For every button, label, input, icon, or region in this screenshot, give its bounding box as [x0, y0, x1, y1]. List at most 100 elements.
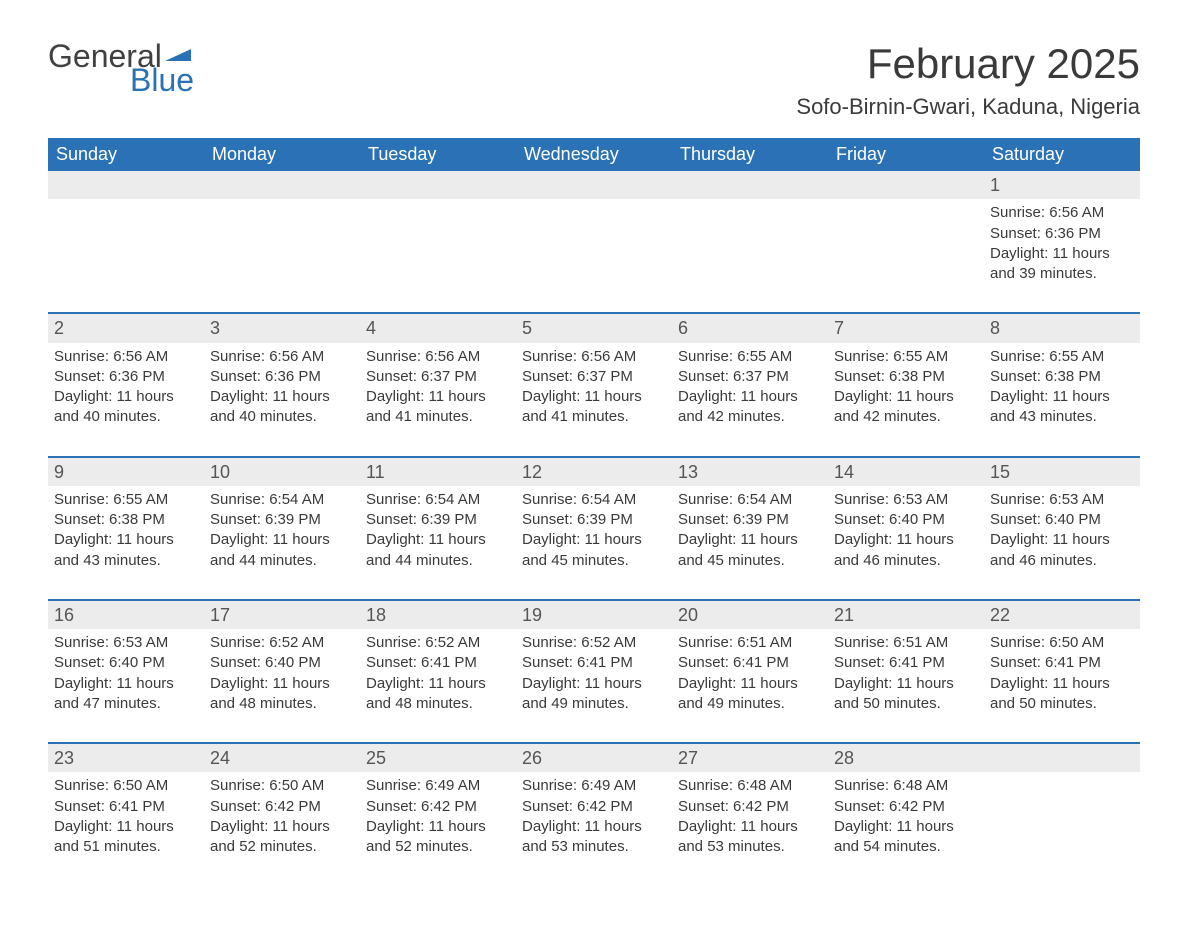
day-number-cell: [48, 171, 204, 199]
sunset-text: Sunset: 6:39 PM: [210, 510, 354, 530]
day-detail-row: Sunrise: 6:56 AMSunset: 6:36 PMDaylight:…: [48, 343, 1140, 457]
day-number-row: 1: [48, 171, 1140, 199]
day-detail-cell: Sunrise: 6:51 AMSunset: 6:41 PMDaylight:…: [828, 629, 984, 743]
daylight-text: Daylight: 11 hours: [54, 817, 198, 837]
daylight-text: and 42 minutes.: [834, 407, 978, 427]
daylight-text: Daylight: 11 hours: [990, 530, 1134, 550]
day-detail-cell: Sunrise: 6:50 AMSunset: 6:42 PMDaylight:…: [204, 772, 360, 885]
day-number-cell: 21: [828, 600, 984, 629]
day-detail-cell: Sunrise: 6:56 AMSunset: 6:36 PMDaylight:…: [984, 199, 1140, 313]
day-number-row: 2345678: [48, 313, 1140, 342]
day-number-cell: 3: [204, 313, 360, 342]
daylight-text: Daylight: 11 hours: [54, 530, 198, 550]
day-number: 8: [990, 318, 1000, 338]
day-number-cell: 8: [984, 313, 1140, 342]
day-detail-cell: Sunrise: 6:54 AMSunset: 6:39 PMDaylight:…: [672, 486, 828, 600]
sunrise-text: Sunrise: 6:52 AM: [522, 633, 666, 653]
day-number-cell: 25: [360, 743, 516, 772]
daylight-text: Daylight: 11 hours: [834, 817, 978, 837]
daylight-text: and 46 minutes.: [834, 551, 978, 571]
calendar-table: Sunday Monday Tuesday Wednesday Thursday…: [48, 138, 1140, 885]
daylight-text: Daylight: 11 hours: [210, 530, 354, 550]
day-number-cell: 1: [984, 171, 1140, 199]
day-number: 11: [366, 462, 385, 482]
day-number-cell: [360, 171, 516, 199]
sunrise-text: Sunrise: 6:49 AM: [366, 776, 510, 796]
day-number: 9: [54, 462, 64, 482]
daylight-text: and 53 minutes.: [678, 837, 822, 857]
location: Sofo-Birnin-Gwari, Kaduna, Nigeria: [796, 94, 1140, 120]
daylight-text: Daylight: 11 hours: [990, 387, 1134, 407]
day-number: 2: [54, 318, 64, 338]
sunset-text: Sunset: 6:41 PM: [366, 653, 510, 673]
day-number: 28: [834, 748, 854, 768]
sunset-text: Sunset: 6:37 PM: [366, 367, 510, 387]
sunrise-text: Sunrise: 6:53 AM: [54, 633, 198, 653]
day-number: 20: [678, 605, 698, 625]
day-detail-cell: Sunrise: 6:49 AMSunset: 6:42 PMDaylight:…: [516, 772, 672, 885]
day-number-cell: 23: [48, 743, 204, 772]
logo-text-blue: Blue: [130, 64, 194, 96]
day-number-cell: 16: [48, 600, 204, 629]
day-detail-cell: Sunrise: 6:48 AMSunset: 6:42 PMDaylight:…: [828, 772, 984, 885]
day-detail-cell: Sunrise: 6:51 AMSunset: 6:41 PMDaylight:…: [672, 629, 828, 743]
sunset-text: Sunset: 6:38 PM: [990, 367, 1134, 387]
daylight-text: and 41 minutes.: [522, 407, 666, 427]
day-number-cell: [672, 171, 828, 199]
sunset-text: Sunset: 6:36 PM: [54, 367, 198, 387]
sunrise-text: Sunrise: 6:56 AM: [210, 347, 354, 367]
daylight-text: and 40 minutes.: [210, 407, 354, 427]
day-number-cell: 12: [516, 457, 672, 486]
daylight-text: and 45 minutes.: [678, 551, 822, 571]
sunset-text: Sunset: 6:42 PM: [678, 797, 822, 817]
sunset-text: Sunset: 6:40 PM: [210, 653, 354, 673]
sunset-text: Sunset: 6:38 PM: [54, 510, 198, 530]
day-number-cell: 24: [204, 743, 360, 772]
day-number: 21: [834, 605, 854, 625]
daylight-text: and 48 minutes.: [210, 694, 354, 714]
day-number-row: 9101112131415: [48, 457, 1140, 486]
day-number-cell: 10: [204, 457, 360, 486]
sunset-text: Sunset: 6:42 PM: [366, 797, 510, 817]
sunset-text: Sunset: 6:41 PM: [522, 653, 666, 673]
daylight-text: Daylight: 11 hours: [678, 387, 822, 407]
sunrise-text: Sunrise: 6:49 AM: [522, 776, 666, 796]
day-number-cell: 2: [48, 313, 204, 342]
logo-flag-icon: [165, 43, 191, 61]
sunset-text: Sunset: 6:40 PM: [990, 510, 1134, 530]
day-detail-cell: Sunrise: 6:52 AMSunset: 6:41 PMDaylight:…: [360, 629, 516, 743]
day-number-cell: 13: [672, 457, 828, 486]
daylight-text: Daylight: 11 hours: [990, 674, 1134, 694]
day-number-cell: 7: [828, 313, 984, 342]
sunrise-text: Sunrise: 6:56 AM: [54, 347, 198, 367]
sunset-text: Sunset: 6:37 PM: [678, 367, 822, 387]
day-detail-cell: Sunrise: 6:55 AMSunset: 6:38 PMDaylight:…: [828, 343, 984, 457]
day-header-row: Sunday Monday Tuesday Wednesday Thursday…: [48, 138, 1140, 171]
daylight-text: Daylight: 11 hours: [210, 817, 354, 837]
day-detail-cell: Sunrise: 6:54 AMSunset: 6:39 PMDaylight:…: [516, 486, 672, 600]
day-detail-cell: Sunrise: 6:53 AMSunset: 6:40 PMDaylight:…: [984, 486, 1140, 600]
day-header: Sunday: [48, 138, 204, 171]
day-header: Friday: [828, 138, 984, 171]
day-number: 19: [522, 605, 542, 625]
daylight-text: and 54 minutes.: [834, 837, 978, 857]
day-number-cell: 28: [828, 743, 984, 772]
daylight-text: and 46 minutes.: [990, 551, 1134, 571]
day-number: 14: [834, 462, 854, 482]
daylight-text: and 50 minutes.: [990, 694, 1134, 714]
day-detail-cell: Sunrise: 6:53 AMSunset: 6:40 PMDaylight:…: [828, 486, 984, 600]
day-detail-cell: [204, 199, 360, 313]
daylight-text: and 51 minutes.: [54, 837, 198, 857]
sunset-text: Sunset: 6:36 PM: [990, 224, 1134, 244]
day-number-cell: [516, 171, 672, 199]
daylight-text: Daylight: 11 hours: [834, 530, 978, 550]
sunrise-text: Sunrise: 6:56 AM: [990, 203, 1134, 223]
daylight-text: Daylight: 11 hours: [522, 530, 666, 550]
day-number: 17: [210, 605, 230, 625]
sunrise-text: Sunrise: 6:53 AM: [834, 490, 978, 510]
sunset-text: Sunset: 6:41 PM: [54, 797, 198, 817]
day-number-cell: 4: [360, 313, 516, 342]
day-detail-cell: Sunrise: 6:50 AMSunset: 6:41 PMDaylight:…: [984, 629, 1140, 743]
day-header: Tuesday: [360, 138, 516, 171]
daylight-text: Daylight: 11 hours: [54, 674, 198, 694]
